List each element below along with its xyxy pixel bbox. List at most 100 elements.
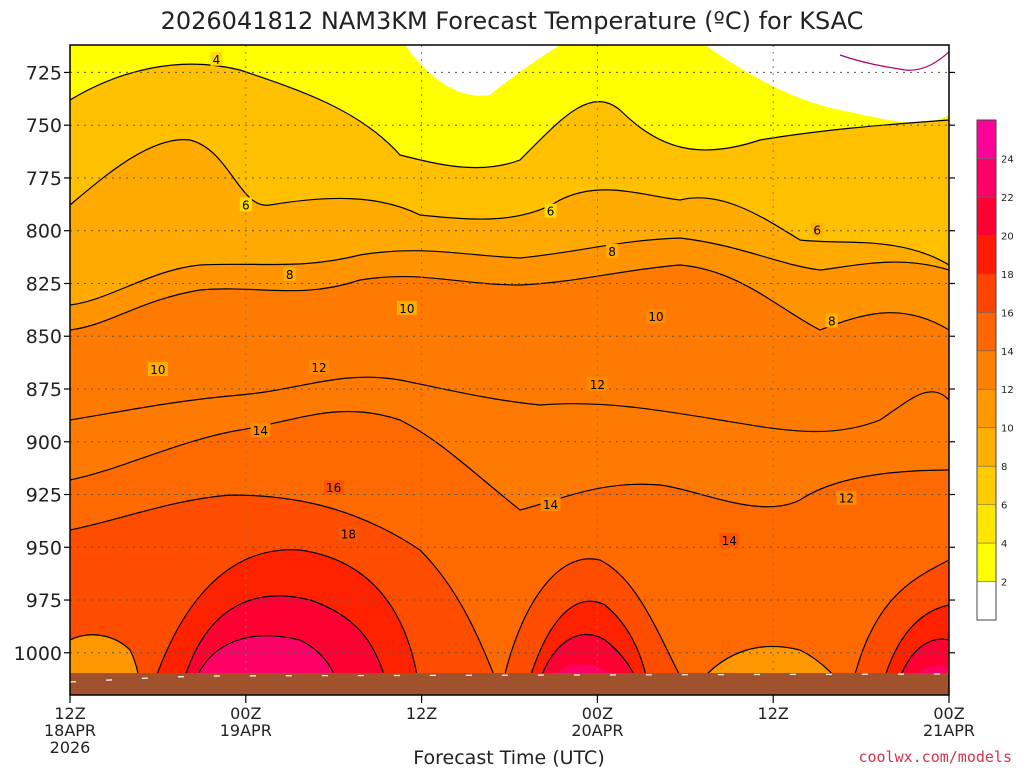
contour-label-bg-0 (210, 51, 223, 66)
contour-line-18-mid (524, 600, 651, 695)
y-axis: 725 750 775 800 825 850 875 900 925 950 975 1000 (14, 62, 955, 665)
contour-label-4: 4 (213, 53, 221, 67)
contour-line-16 (70, 494, 501, 691)
contour-label-6: 6 (547, 205, 555, 219)
colorbar-swatch-8 (977, 273, 996, 313)
contour-line-8 (70, 237, 949, 306)
x-tick-label-0-1: 18APR (44, 721, 96, 740)
contour-line-16-right (849, 559, 949, 695)
contour-label-14: 14 (722, 534, 737, 548)
y-tick-label-825: 825 (26, 273, 62, 295)
y-tick-label-925: 925 (26, 485, 62, 507)
contour-label-8: 8 (286, 268, 294, 282)
y-tick-label-1000: 1000 (14, 643, 62, 665)
x-tick-label-5-0: 00Z (933, 704, 964, 723)
chart-title: 2026041812 NAM3KM Forecast Temperature (… (161, 7, 864, 35)
colorbar-tick-16: 16 (1001, 308, 1014, 319)
colorbar-swatch-9 (977, 235, 996, 275)
y-tick-label-750: 750 (26, 115, 62, 137)
contour-label-6: 6 (242, 198, 250, 212)
contour-label-bg-2 (544, 203, 557, 218)
y-tick-label-800: 800 (26, 221, 62, 243)
colorbar-swatch-4 (977, 427, 996, 467)
contour-line-16-mid (499, 558, 691, 695)
colorbar-frame (976, 119, 997, 621)
y-tick-label-900: 900 (26, 432, 62, 454)
x-tick-label-1-1: 19APR (220, 721, 272, 740)
contour-label-bg-8 (396, 300, 417, 315)
temperature-band-below-4 (405, 45, 560, 96)
y-tick-label-875: 875 (26, 379, 62, 401)
colorbar-swatch-2 (977, 504, 996, 544)
x-axis-label: Forecast Time (UTC) (413, 747, 604, 768)
contour-line-2 (839, 51, 949, 71)
contour-label-bg-6 (825, 313, 838, 328)
colorbar-tick-18: 18 (1001, 270, 1014, 281)
contour-label-12: 12 (590, 378, 605, 392)
y-tick-label-850: 850 (26, 326, 62, 348)
contour-label-12: 12 (311, 361, 326, 375)
x-tick-label-0-2: 2026 (50, 738, 91, 757)
colorbar-swatch-10 (977, 196, 996, 236)
contour-label-10: 10 (150, 363, 165, 377)
contour-label-10: 10 (648, 310, 663, 324)
plot-area (70, 45, 949, 695)
colorbar-tick-6: 6 (1001, 501, 1007, 512)
x-tick-label-1-0: 00Z (230, 704, 261, 723)
colorbar-swatch-11 (977, 158, 996, 198)
contour-label-bg-13 (250, 423, 271, 438)
contour-line-4 (70, 63, 949, 169)
colorbar-swatch-0 (977, 581, 996, 621)
x-tick-label-2-0: 12Z (406, 704, 437, 723)
contour-label-bg-11 (587, 376, 608, 391)
y-tick-label-775: 775 (26, 168, 62, 190)
contour-label-bg-1 (239, 197, 252, 212)
credit-text: coolwx.com/models (858, 748, 1012, 766)
y-tick-label-950: 950 (26, 537, 62, 559)
contour-label-bg-9 (646, 309, 666, 324)
colorbar-tick-14: 14 (1001, 347, 1014, 358)
contour-label-14: 14 (543, 498, 558, 512)
contour-line-12 (70, 376, 949, 433)
contour-label-8: 8 (608, 245, 616, 259)
contour-label-10: 10 (399, 302, 414, 316)
plot-frame (69, 44, 950, 696)
x-tick-label-3-1: 20APR (571, 721, 623, 740)
contour-label-18: 18 (341, 528, 356, 542)
contour-line-6 (70, 139, 949, 266)
colorbar-tick-2: 2 (1001, 578, 1007, 589)
colorbar-tick-12: 12 (1001, 385, 1014, 396)
y-tick-label-975: 975 (26, 590, 62, 612)
contour-label-bg-15 (719, 532, 740, 547)
colorbar-tick-24: 24 (1001, 154, 1014, 165)
contour-label-bg-5 (606, 243, 619, 258)
contour-line-18 (149, 549, 421, 695)
contour-label-bg-16 (323, 480, 344, 495)
colorbar-tick-4: 4 (1001, 539, 1007, 550)
contour-labels: 4 6 6 6 8 8 8 10 10 10 12 12 12 14 14 14 16 18 (147, 51, 857, 548)
colorbar-tick-20: 20 (1001, 231, 1014, 242)
contour-label-16: 16 (326, 481, 341, 495)
contour-label-6: 6 (813, 224, 821, 238)
contour-label-bg-3 (811, 222, 824, 237)
colorbar-swatch-5 (977, 389, 996, 429)
colorbar-tick-8: 8 (1001, 462, 1007, 473)
contour-label-bg-17 (338, 526, 359, 541)
contour-label-bg-7 (147, 362, 168, 376)
temperature-band-below-4-right (705, 45, 949, 123)
contour-line-20 (179, 595, 391, 695)
contour-label-bg-12 (836, 490, 857, 505)
contour-label-bg-14 (540, 497, 561, 512)
colorbar-tick-10: 10 (1001, 424, 1014, 435)
temperature-band-4-6 (70, 45, 949, 168)
colorbar-swatch-12 (977, 120, 996, 159)
contour-line-10 (70, 264, 949, 331)
colorbar-swatch-6 (977, 350, 996, 390)
contour-label-bg-4 (283, 267, 296, 282)
contour-label-bg-10 (309, 359, 330, 374)
contour-label-12: 12 (839, 492, 854, 506)
contour-lines (70, 51, 949, 695)
colorbar-swatch-7 (977, 312, 996, 352)
ground-surface (70, 673, 949, 695)
